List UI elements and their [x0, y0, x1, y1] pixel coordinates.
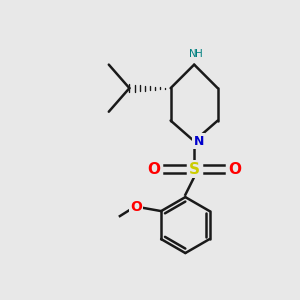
Text: N: N — [194, 135, 204, 148]
Text: O: O — [130, 200, 142, 214]
Text: O: O — [228, 162, 241, 177]
Text: O: O — [147, 162, 160, 177]
Text: S: S — [189, 162, 200, 177]
Text: H: H — [195, 49, 203, 59]
Text: N: N — [189, 49, 196, 59]
